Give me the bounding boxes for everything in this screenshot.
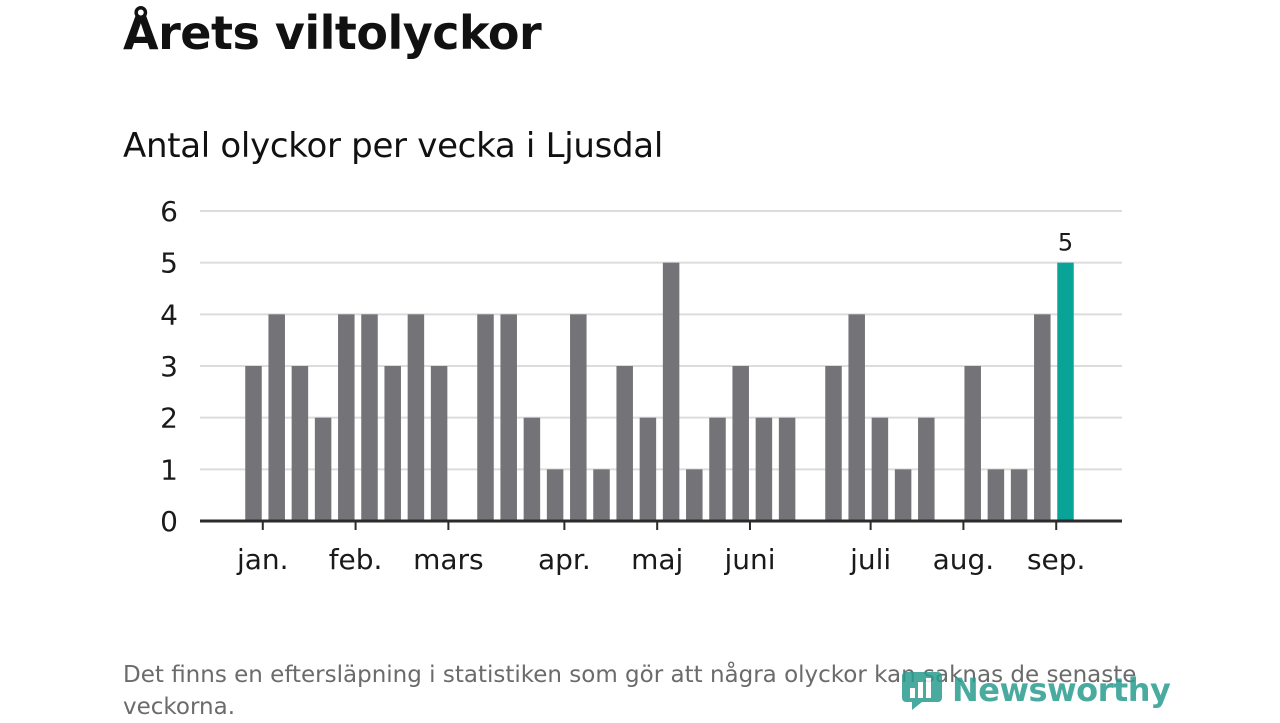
x-tick-label: aug.: [933, 543, 995, 576]
bar: [407, 314, 425, 521]
highlight-bar: [1057, 262, 1074, 521]
bar: [338, 314, 355, 521]
bar: [616, 366, 633, 521]
bar: [593, 469, 610, 521]
bar: [709, 417, 726, 521]
bar: [314, 417, 332, 521]
x-tick-label: mars: [413, 543, 484, 576]
bar: [1010, 469, 1028, 521]
y-tick-label: 2: [160, 402, 178, 435]
bar: [546, 469, 564, 521]
bar: [268, 314, 285, 521]
footnote: Det finns en eftersläpning i statistiken…: [123, 662, 1137, 720]
x-tick-label: jan.: [236, 543, 289, 576]
brand-name: Newsworthy: [952, 671, 1171, 709]
bar: [523, 417, 541, 521]
y-tick-label: 3: [160, 350, 178, 383]
y-tick-label: 4: [160, 298, 178, 331]
y-tick-label: 5: [160, 247, 178, 280]
bar: [755, 417, 773, 521]
x-tick-label: apr.: [538, 543, 591, 576]
bar: [639, 417, 657, 521]
bar: [361, 314, 378, 521]
bar: [964, 366, 981, 521]
x-tick-label: juni: [723, 543, 775, 576]
bar-chart: 0 1 2 3 4 5 6 5 jan. feb. mars apr. maj juni juli aug. s…: [160, 195, 1122, 576]
bar: [732, 366, 749, 521]
y-tick-label: 1: [160, 453, 178, 486]
bar: [686, 469, 703, 521]
bar: [430, 366, 448, 521]
bar: [570, 314, 587, 521]
y-tick-label: 0: [160, 505, 178, 538]
bar: [894, 469, 912, 521]
brand-logo: Newsworthy: [900, 668, 1171, 712]
chart-title: Årets viltolyckor: [123, 6, 542, 60]
bar: [291, 366, 309, 521]
bar: [384, 366, 401, 521]
bar: [500, 314, 517, 521]
x-tick-label: feb.: [329, 543, 383, 576]
bar: [662, 262, 680, 521]
x-tick-label: sep.: [1027, 543, 1086, 576]
bar: [245, 366, 262, 521]
data-label: 5: [1058, 229, 1073, 257]
bar: [987, 469, 1005, 521]
x-tick-label: maj: [631, 543, 683, 576]
x-tick-label: juli: [849, 543, 891, 576]
bar: [825, 366, 842, 521]
y-tick-label: 6: [160, 195, 178, 228]
bar: [778, 417, 796, 521]
bar: [848, 314, 865, 521]
chart-subtitle: Antal olyckor per vecka i Ljusdal: [123, 126, 663, 166]
bar: [477, 314, 494, 521]
bar: [871, 417, 889, 521]
newsworthy-logo-icon: [902, 672, 942, 710]
bar: [918, 417, 935, 521]
bar: [1034, 314, 1051, 521]
